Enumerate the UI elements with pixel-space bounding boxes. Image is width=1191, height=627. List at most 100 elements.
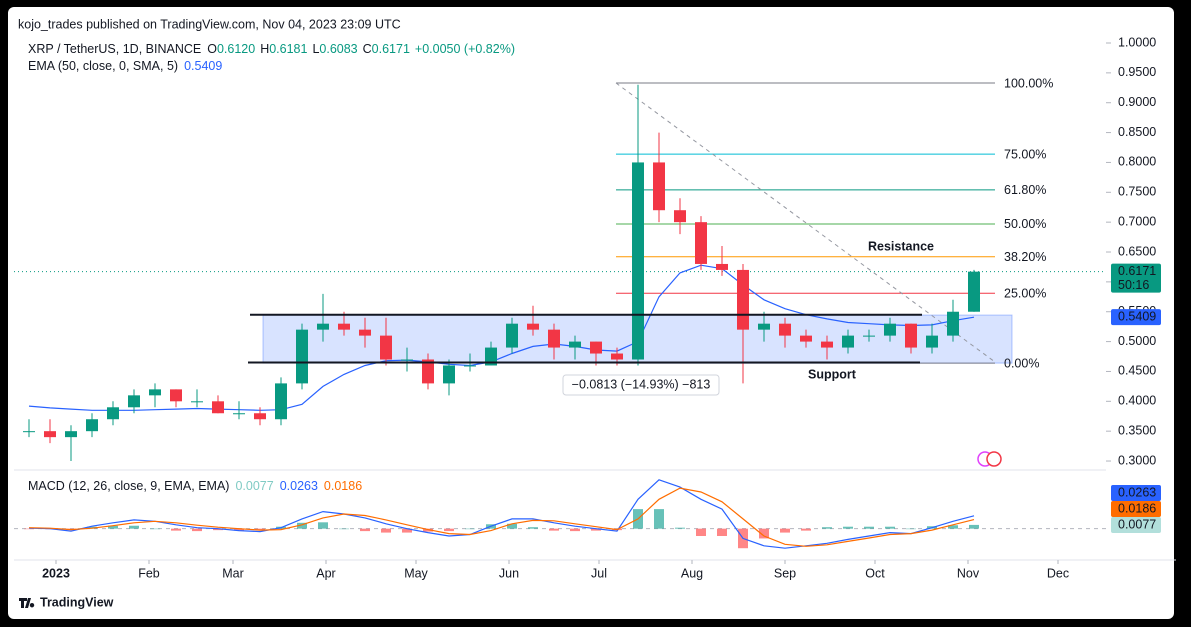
- macd-histogram-bar: [885, 526, 895, 529]
- macd-histogram-bar: [549, 528, 559, 531]
- macd-legend-value: 0.0186: [324, 479, 362, 493]
- fib-label: 25.00%: [1004, 287, 1046, 301]
- macd-histogram-bar: [255, 528, 265, 531]
- macd-histogram-bar: [444, 528, 454, 532]
- measure-box: [562, 374, 720, 396]
- candle-body: [527, 323, 539, 330]
- x-tick-label: Feb: [138, 566, 160, 580]
- ohlc-value: 0.6181: [269, 42, 307, 56]
- x-tick-label: Aug: [681, 566, 703, 580]
- macd-histogram-bar: [108, 525, 118, 529]
- y-tick-label: 0.8500: [1118, 125, 1156, 139]
- candle-body: [821, 341, 833, 348]
- x-tick-label: Nov: [957, 566, 980, 580]
- candle-body: [590, 341, 602, 354]
- candle-body: [464, 365, 476, 367]
- macd-histogram-bar: [171, 528, 181, 531]
- x-tick-label: Mar: [222, 566, 244, 580]
- macd-histogram-bar: [465, 528, 475, 530]
- ema-title: EMA (50, close, 0, SMA, 5): [28, 59, 178, 73]
- fib-label: 100.00%: [1004, 76, 1053, 90]
- ohlc-value: 0.6171: [372, 42, 410, 56]
- candle-body: [422, 359, 434, 384]
- candle-body: [758, 323, 770, 330]
- candle-body: [506, 323, 518, 348]
- candle-body: [779, 323, 791, 336]
- footer-logo: [19, 598, 35, 608]
- macd-histogram-bar: [339, 528, 349, 530]
- macd-value-label: 0.0263: [1118, 485, 1156, 499]
- fib-label: 50.00%: [1004, 217, 1046, 231]
- candle-body: [23, 431, 35, 433]
- last-price-label: 0.6171: [1118, 264, 1156, 278]
- candle-body: [485, 347, 497, 366]
- candle-body: [737, 269, 749, 330]
- price-legend: XRP / TetherUS, 1D, BINANCE O0.6120 H0.618…: [28, 42, 515, 56]
- macd-histogram-bar: [801, 528, 811, 531]
- candle-body: [254, 413, 266, 420]
- x-tick-label: Jul: [591, 566, 607, 580]
- y-tick-label: 0.8000: [1118, 155, 1156, 169]
- macd-histogram-bar: [843, 526, 853, 529]
- x-tick-label: Dec: [1047, 566, 1069, 580]
- macd-histogram-bar: [675, 527, 685, 529]
- candle-body: [548, 329, 560, 348]
- ohlc-key: H: [260, 42, 269, 56]
- candle-body: [443, 365, 455, 384]
- macd-legend-value: 0.0263: [280, 479, 318, 493]
- ema-price-label: 0.5409: [1118, 309, 1156, 323]
- candle-body: [884, 323, 896, 336]
- y-tick-label: 0.3500: [1118, 423, 1156, 437]
- candle-body: [86, 419, 98, 432]
- macd-histogram-bar: [381, 528, 391, 533]
- candle-body: [863, 335, 875, 337]
- macd-histogram-bar: [213, 528, 223, 531]
- ohlc-key: L: [312, 42, 319, 56]
- x-tick-label: Jun: [499, 566, 519, 580]
- flag-icons: [977, 451, 1002, 467]
- macd-histogram-bar: [507, 523, 517, 529]
- macd-histogram-bar: [129, 525, 139, 529]
- candle-body: [632, 162, 644, 360]
- last-price-box: [1111, 263, 1161, 293]
- candle-body: [653, 162, 665, 211]
- candle-body: [947, 311, 959, 336]
- level-label: Support: [808, 367, 857, 381]
- trend-line: [615, 82, 996, 363]
- footer-brand: TradingView: [40, 595, 114, 609]
- candle-body: [107, 407, 119, 420]
- macd-histogram-bar: [759, 528, 769, 539]
- candle-body: [695, 222, 707, 264]
- candle-body: [296, 329, 308, 384]
- candle-body: [233, 413, 245, 415]
- candle-body: [65, 431, 77, 438]
- ohlc-value: 0.6120: [217, 42, 255, 56]
- macd-histogram-bar: [780, 528, 790, 533]
- macd-title: MACD (12, 26, close, 9, EMA, EMA): [28, 479, 229, 493]
- candle-body: [968, 271, 980, 312]
- candle-body: [905, 323, 917, 348]
- macd-histogram-bar: [192, 528, 202, 532]
- y-tick-label: 0.4000: [1118, 394, 1156, 408]
- candle-body: [926, 335, 938, 348]
- macd-histogram-bar: [360, 528, 370, 532]
- candle-body: [191, 401, 203, 403]
- macd-histogram-bar: [150, 528, 160, 530]
- candle-body: [128, 395, 140, 408]
- macd-histogram-bar: [696, 528, 706, 536]
- ema-legend-value: 0.5409: [184, 59, 222, 73]
- y-tick-label: 0.6500: [1118, 244, 1156, 258]
- y-tick-label: 0.9500: [1118, 65, 1156, 79]
- candle-body: [401, 359, 413, 361]
- macd-value-label: 0.0077: [1118, 517, 1156, 531]
- candle-body: [149, 389, 161, 396]
- candle-body: [716, 263, 728, 270]
- macd-histogram-bar: [24, 528, 34, 530]
- candle-body: [44, 431, 56, 438]
- macd-histogram-bar: [591, 528, 601, 531]
- macd-value-label: 0.0186: [1118, 501, 1156, 515]
- ema-legend: EMA (50, close, 0, SMA, 5) 0.5409: [28, 59, 222, 73]
- symbol-title: XRP / TetherUS, 1D, BINANCE: [28, 42, 201, 56]
- macd-histogram-bar: [297, 522, 307, 529]
- macd-histogram-bar: [528, 527, 538, 529]
